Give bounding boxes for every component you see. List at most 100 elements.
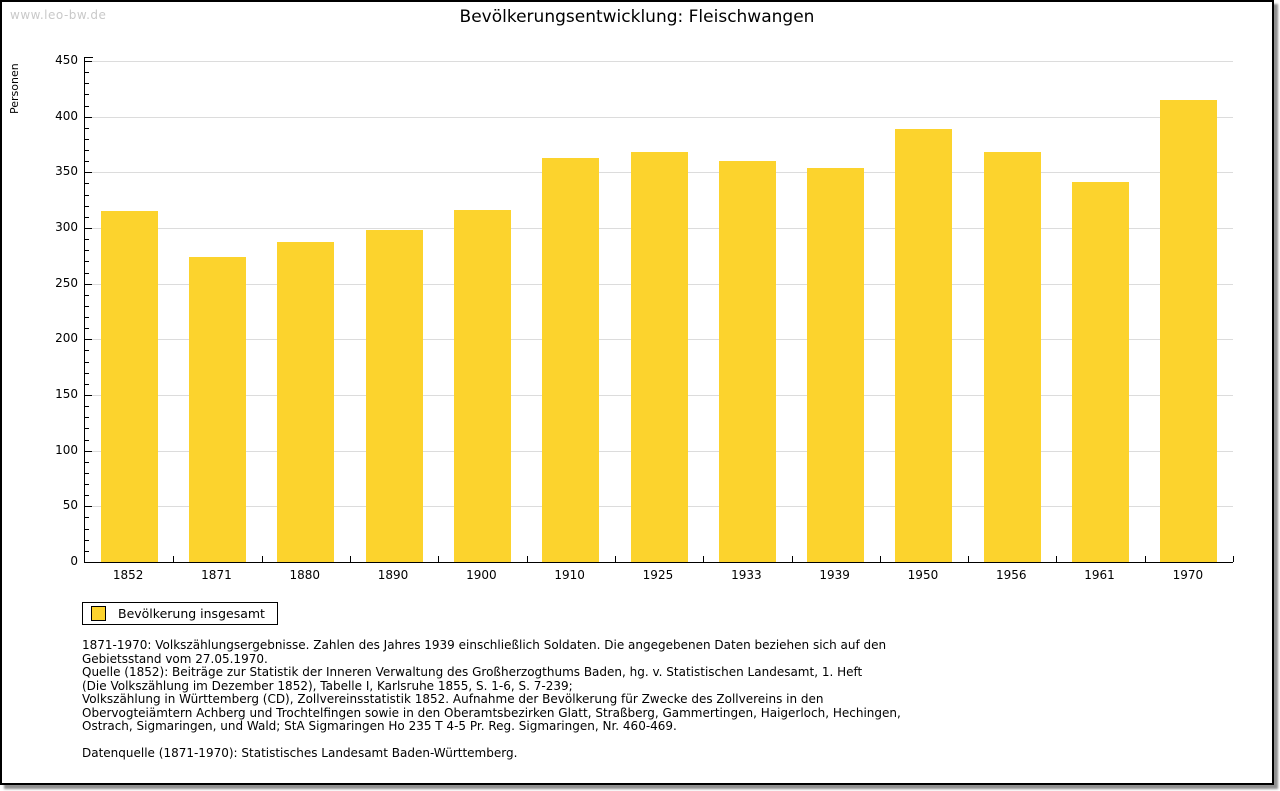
x-tick-label-1950: 1950 — [907, 568, 939, 582]
y-minor-tick-40 — [85, 517, 89, 519]
bar-1880 — [277, 242, 335, 562]
x-tick-label-1956: 1956 — [995, 568, 1027, 582]
y-tick-label-200: 200 — [55, 331, 78, 346]
y-minor-tick-10 — [85, 550, 89, 552]
y-major-tick-250 — [85, 283, 92, 285]
footnote-line: Obervogteiämtern Achberg und Trochtelfin… — [82, 705, 901, 720]
x-tick-label-1900: 1900 — [466, 568, 497, 582]
x-tick-1 — [173, 556, 175, 562]
y-minor-tick-170 — [85, 372, 89, 374]
y-axis-title: Personen — [8, 63, 21, 114]
y-minor-tick-290 — [85, 239, 89, 241]
x-tick-6 — [614, 556, 616, 562]
bar-1925 — [630, 152, 688, 562]
x-tick-label-1970: 1970 — [1172, 568, 1204, 582]
x-tick-label-1933: 1933 — [731, 568, 762, 582]
y-minor-tick-220 — [85, 317, 89, 319]
x-tick-label-1871: 1871 — [201, 568, 232, 582]
footnote-line: 1871-1970: Volkszählungsergebnisse. Zahl… — [82, 638, 887, 652]
footnotes: 1871-1970: Volkszählungsergebnisse. Zahl… — [82, 638, 1232, 760]
y-minor-tick-210 — [85, 328, 89, 330]
y-minor-tick-320 — [85, 205, 89, 207]
y-minor-tick-270 — [85, 261, 89, 263]
y-minor-tick-110 — [85, 439, 89, 441]
x-tick-4 — [438, 556, 440, 562]
y-major-tick-300 — [85, 228, 92, 229]
x-tick-12 — [1144, 556, 1146, 562]
x-tick-2 — [261, 556, 263, 562]
footnote-line: Quelle (1852): Beiträge zur Statistik de… — [82, 665, 863, 679]
x-tick-label-1852: 1852 — [112, 568, 144, 582]
bar-1939 — [807, 168, 865, 562]
y-minor-tick-410 — [85, 105, 89, 107]
y-minor-tick-120 — [85, 428, 89, 430]
y-major-tick-50 — [85, 506, 92, 508]
y-minor-tick-70 — [85, 484, 89, 486]
y-minor-tick-310 — [85, 216, 89, 218]
y-minor-tick-240 — [85, 294, 89, 296]
y-minor-tick-260 — [85, 272, 89, 274]
y-minor-tick-160 — [85, 383, 89, 385]
y-tick-label-50: 50 — [62, 498, 78, 513]
bar-1970 — [1160, 100, 1218, 562]
y-minor-tick-80 — [85, 472, 89, 474]
y-tick-label-350: 350 — [55, 164, 78, 179]
legend: Bevölkerung insgesamt — [82, 602, 278, 625]
legend-label: Bevölkerung insgesamt — [118, 606, 265, 621]
bar-1950 — [895, 129, 953, 562]
x-tick-label-1890: 1890 — [377, 568, 409, 582]
y-tick-label-150: 150 — [55, 387, 78, 401]
y-minor-tick-390 — [85, 127, 89, 129]
x-tick-label-1961: 1961 — [1084, 568, 1115, 582]
x-tick-10 — [968, 556, 970, 562]
x-tick-7 — [703, 556, 705, 562]
gridline-450 — [85, 61, 1233, 62]
bar-1961 — [1072, 182, 1129, 562]
footnote-line: Volkszählung in Württemberg (CD), Zollve… — [82, 692, 824, 706]
x-tick-11 — [1056, 556, 1058, 562]
chart-title: Bevölkerungsentwicklung: Fleischwangen — [459, 7, 815, 27]
y-tick-label-450: 450 — [55, 53, 78, 67]
y-minor-tick-20 — [85, 539, 89, 541]
x-tick-13 — [1233, 556, 1234, 562]
y-tick-label-400: 400 — [55, 108, 78, 123]
datasource-line: Datenquelle (1871-1970): Statistisches L… — [82, 745, 518, 760]
y-tick-label-0: 0 — [70, 554, 78, 568]
y-major-tick-200 — [85, 339, 92, 341]
y-major-tick-350 — [85, 172, 92, 174]
y-minor-tick-90 — [85, 461, 89, 463]
y-major-tick-450 — [85, 61, 92, 62]
y-minor-tick-380 — [85, 138, 89, 140]
x-tick-label-1880: 1880 — [289, 568, 321, 582]
footnote-line: Gebietsstand vom 27.05.1970. — [82, 651, 268, 666]
x-tick-label-1939: 1939 — [819, 568, 850, 582]
x-tick-8 — [791, 556, 793, 562]
y-tick-label-300: 300 — [55, 220, 78, 234]
x-tick-label-1910: 1910 — [554, 568, 585, 582]
bar-1852 — [100, 211, 158, 562]
bar-1871 — [189, 257, 246, 562]
y-major-tick-400 — [85, 116, 92, 118]
y-minor-tick-140 — [85, 406, 89, 408]
y-minor-tick-130 — [85, 417, 89, 419]
x-tick-9 — [879, 556, 881, 562]
y-tick-label-250: 250 — [55, 275, 78, 290]
bar-1890 — [365, 230, 423, 562]
x-tick-5 — [526, 556, 528, 562]
y-minor-tick-360 — [85, 161, 89, 163]
y-minor-tick-60 — [85, 495, 89, 497]
footnote-line: Ostrach, Sigmaringen, und Wald; StA Sigm… — [82, 719, 677, 733]
y-minor-tick-420 — [85, 94, 89, 96]
y-minor-tick-370 — [85, 150, 89, 152]
bar-1900 — [453, 210, 511, 562]
y-minor-tick-30 — [85, 528, 89, 530]
y-tick-label-100: 100 — [55, 442, 78, 457]
y-major-tick-150 — [85, 395, 92, 396]
y-minor-tick-430 — [85, 83, 89, 85]
watermark: www.leo-bw.de — [10, 8, 107, 22]
y-axis-top-cap — [84, 57, 93, 62]
x-tick-3 — [349, 556, 351, 562]
y-minor-tick-180 — [85, 361, 89, 363]
footnote-line: (Die Volkszählung im Dezember 1852), Tab… — [82, 678, 573, 693]
